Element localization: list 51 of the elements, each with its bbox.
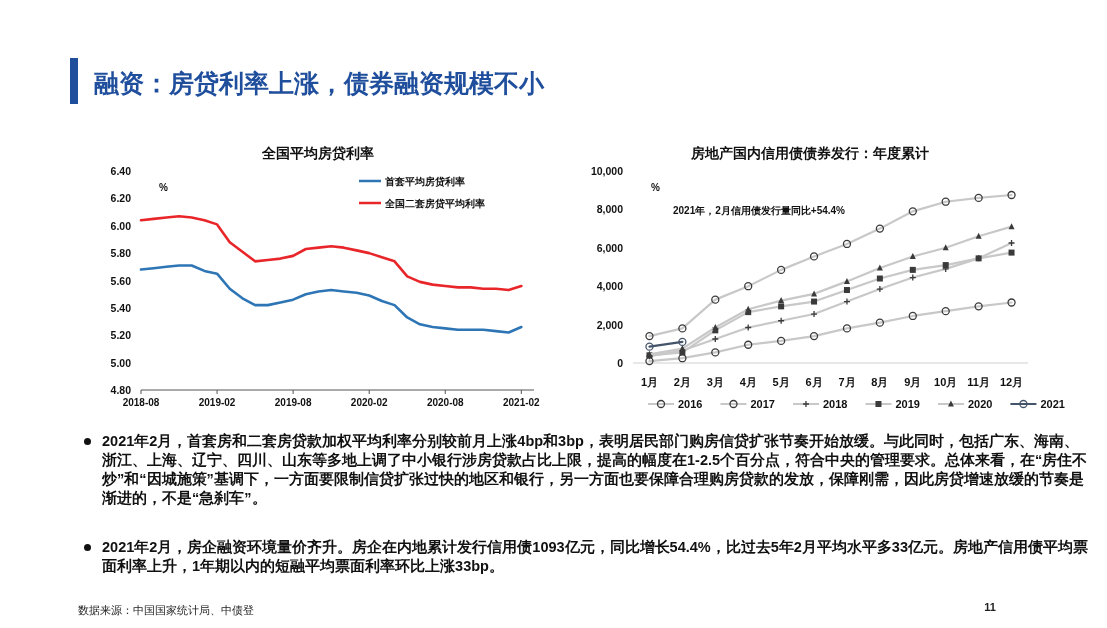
x-tick-label: 10月 bbox=[934, 376, 958, 388]
x-tick-label: 2020-02 bbox=[350, 397, 388, 408]
x-tick-label: 3月 bbox=[706, 376, 724, 388]
legend-label: 2018 bbox=[822, 398, 848, 410]
y-tick-label: 5.60 bbox=[110, 274, 132, 287]
x-tick-label: 9月 bbox=[904, 376, 922, 388]
legend-label: 全国二套房贷平均利率 bbox=[384, 198, 485, 209]
x-tick-label: 2018-08 bbox=[122, 397, 160, 408]
y-tick-label: 5.20 bbox=[110, 329, 132, 342]
text: 11 bbox=[984, 601, 996, 613]
x-tick-label: 2月 bbox=[673, 376, 691, 388]
x-tick-label: 1月 bbox=[640, 376, 659, 388]
y-tick-label: 6,000 bbox=[596, 241, 624, 254]
y-tick-label: 5.80 bbox=[110, 247, 132, 260]
text: 2021年2月，首套房和二套房贷款加权平均利率分别较前月上涨4bp和3bp，表明居民部门购房信贷扩张节奏开始放缓。与此同时，包括广东、海南、浙江、上海、辽宁、四川、山东等多地上调了中小银行涉房贷款占比上限，提高的幅度在1-2.5个百分点，符合中央的管理要求。总体来看，在“房住不炒”和“因城施策”基调下，一方面要限制信贷扩张过快的地区和银行，另一方面也要保障合理购房贷款的发放，保障刚需，因此房贷增速放缓的节奏是渐进的，不是“急刹车”。 bbox=[102, 432, 1089, 508]
source-note: 数据来源：中国国家统计局、中债登 bbox=[78, 604, 254, 616]
chart-title: 全国平均房贷利率 bbox=[261, 145, 374, 161]
y-tick-label: 6.00 bbox=[110, 219, 132, 232]
legend-label: 2021 bbox=[1040, 398, 1065, 410]
y-tick-label: 0 bbox=[617, 357, 624, 369]
y-axis-title: % bbox=[651, 182, 660, 193]
chart-title: 房地产国内信用债债券发行：年度累计 bbox=[690, 145, 929, 161]
x-tick-label: 4月 bbox=[739, 376, 757, 388]
y-tick-label: 6.40 bbox=[110, 165, 132, 177]
y-tick-label: 10,000 bbox=[590, 165, 624, 177]
x-tick-label: 7月 bbox=[838, 376, 856, 388]
y-tick-label: 5.00 bbox=[110, 356, 132, 369]
x-tick-label: 2021-02 bbox=[502, 397, 541, 408]
y-tick-label: 6.20 bbox=[110, 192, 132, 205]
x-tick-label: 2020-08 bbox=[426, 397, 465, 408]
legend-label: 2017 bbox=[750, 398, 775, 410]
x-tick-label: 6月 bbox=[805, 376, 823, 388]
text: 2021年2月，房企融资环境量价齐升。房企在内地累计发行信用债1093亿元，同比增长54.4%，比过去5年2月平均水平多33亿元。房地产信用债平均票面利率上升，1年期以内的短融平均票面利率环比上涨33bp。 bbox=[102, 538, 1089, 576]
x-tick-label: 12月 bbox=[999, 376, 1024, 388]
y-tick-label: 2,000 bbox=[596, 318, 624, 331]
text: 融资：房贷利率上涨，债券融资规模不小 bbox=[94, 69, 545, 97]
annotation: 2021年，2月信用债发行量同比+54.4% bbox=[673, 205, 846, 216]
y-axis-title: % bbox=[159, 182, 168, 193]
x-tick-label: 5月 bbox=[772, 376, 790, 388]
legend-label: 2019 bbox=[895, 398, 920, 410]
x-tick-label: 2019-02 bbox=[198, 397, 236, 408]
x-tick-label: 8月 bbox=[871, 376, 889, 388]
legend-label: 2020 bbox=[967, 398, 993, 410]
x-tick-label: 11月 bbox=[967, 376, 990, 388]
y-tick-label: 5.40 bbox=[110, 301, 132, 314]
x-tick-label: 2019-08 bbox=[274, 397, 312, 408]
legend-label: 2016 bbox=[678, 398, 703, 410]
legend-label: 首套平均房贷利率 bbox=[384, 176, 465, 187]
y-tick-label: 4,000 bbox=[596, 280, 624, 293]
y-tick-label: 8,000 bbox=[596, 203, 624, 216]
y-tick-label: 4.80 bbox=[110, 384, 132, 396]
